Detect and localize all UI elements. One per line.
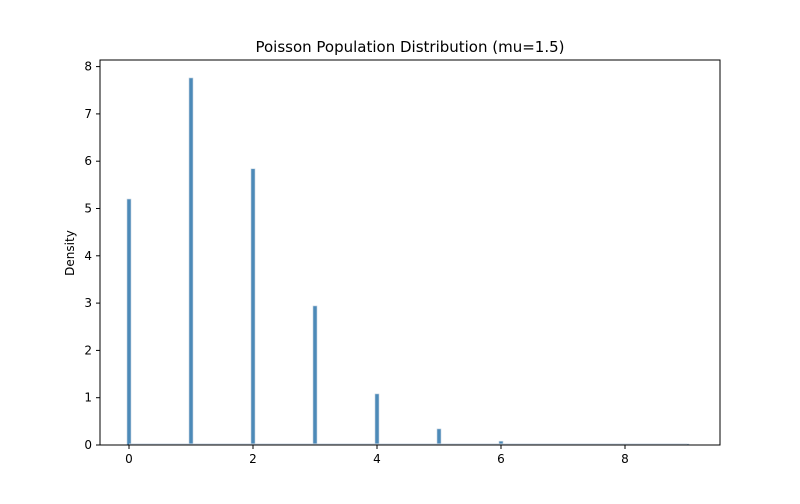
y-tick-label: 3: [84, 296, 92, 310]
y-tick-label: 2: [84, 343, 92, 357]
bar: [126, 198, 132, 446]
x-axis-ticks: 0 2 4 6 8: [125, 445, 629, 466]
y-tick-label: 4: [84, 249, 92, 263]
x-tick-label: 6: [497, 452, 505, 466]
y-tick-label: 7: [84, 107, 92, 121]
x-tick-label: 0: [125, 452, 133, 466]
empty-bins: [129, 443, 687, 445]
plot-frame: [99, 59, 721, 446]
bars: [126, 77, 690, 446]
y-axis-label: Density: [63, 230, 77, 276]
x-tick-label: 2: [249, 452, 257, 466]
bar: [188, 77, 194, 446]
y-tick-label: 6: [84, 154, 92, 168]
bar: [312, 305, 318, 446]
bar: [436, 428, 442, 446]
y-tick-label: 1: [84, 391, 92, 405]
y-tick-label: 0: [84, 438, 92, 452]
bar: [250, 168, 256, 446]
y-tick-label: 5: [84, 202, 92, 216]
y-tick-label: 8: [84, 60, 92, 74]
bar: [374, 393, 380, 446]
y-axis-ticks: 0 1 2 3 4 5 6 7 8: [84, 60, 100, 452]
chart-title: Poisson Population Distribution (mu=1.5): [255, 38, 564, 56]
x-tick-label: 8: [621, 452, 629, 466]
x-tick-label: 4: [373, 452, 381, 466]
